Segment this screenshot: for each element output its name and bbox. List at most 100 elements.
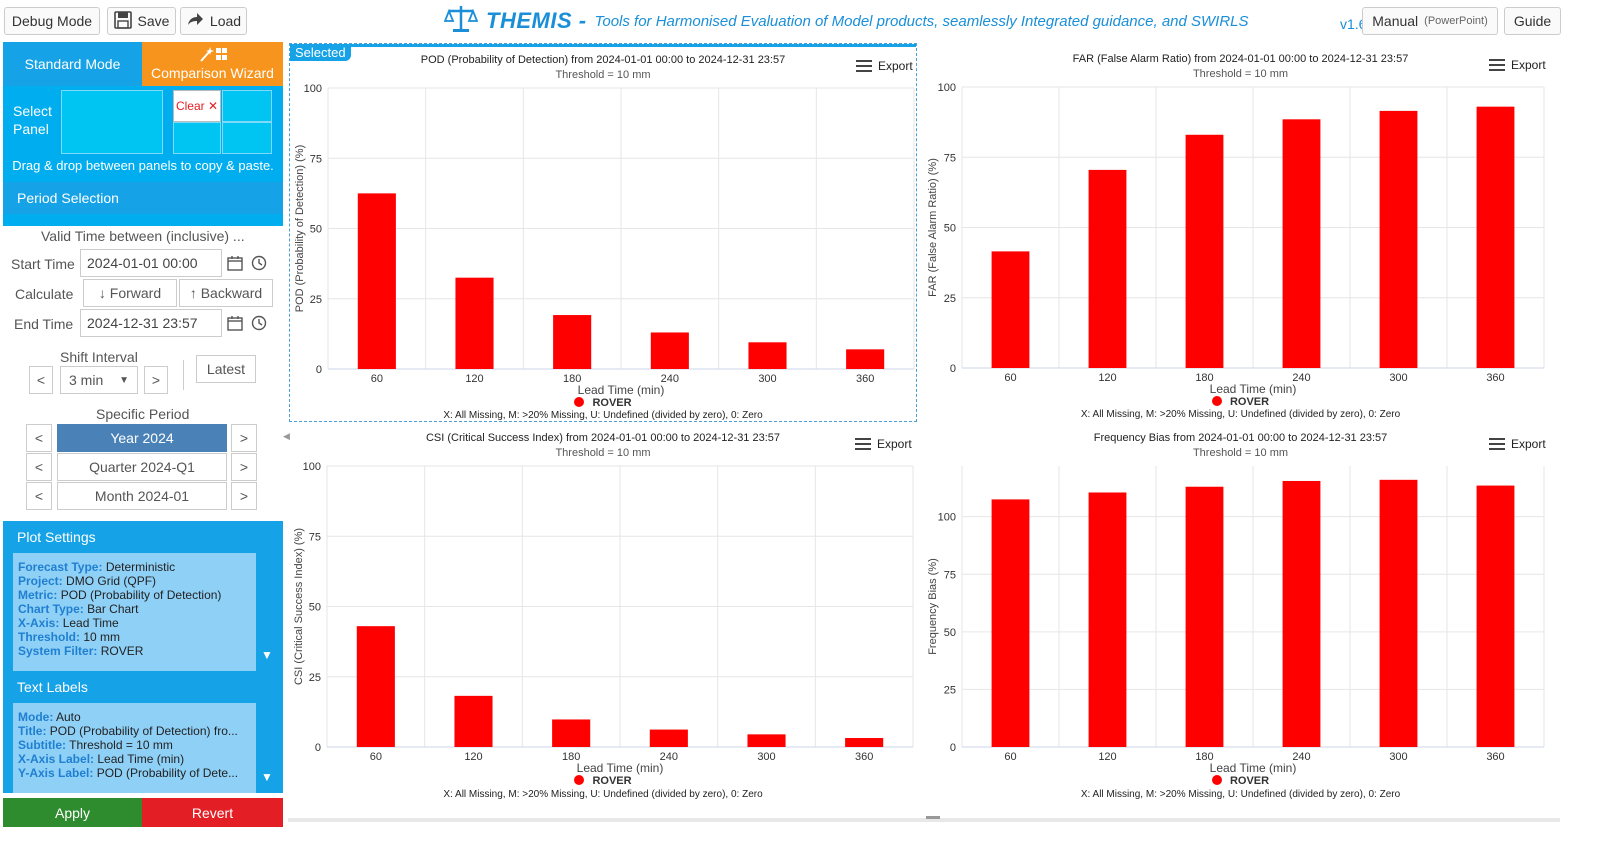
selected-badge: Selected xyxy=(290,44,351,61)
start-clock-icon[interactable] xyxy=(248,252,270,274)
load-button[interactable]: Load xyxy=(180,7,247,35)
text-labels-header[interactable]: Text Labels xyxy=(17,679,88,695)
start-calendar-icon[interactable] xyxy=(224,252,246,274)
splitter-handle-icon[interactable] xyxy=(926,816,940,819)
revert-button[interactable]: Revert xyxy=(142,798,283,827)
bar xyxy=(650,332,689,369)
chart-panel-far[interactable]: FAR (False Alarm Ratio) from 2024-01-01 … xyxy=(923,43,1558,422)
load-icon xyxy=(186,11,204,32)
plot-setting-row: Threshold: 10 mm xyxy=(18,630,121,644)
year-button[interactable]: Year 2024 xyxy=(57,424,227,452)
comparison-wizard-tab[interactable]: Comparison Wizard xyxy=(142,42,283,86)
plot-setting-row: Forecast Type: Deterministic xyxy=(18,560,176,574)
chart-footnote: X: All Missing, M: >20% Missing, U: Unde… xyxy=(443,410,763,421)
y-tick-label: 50 xyxy=(310,224,322,236)
chart-plot-area: 0 25 50 75 100 60 120 180 240 300 360 Lead Time (mi… xyxy=(927,82,1545,396)
save-button[interactable]: Save xyxy=(107,7,176,35)
text-label-row: Subtitle: Threshold = 10 mm xyxy=(18,738,173,752)
y-tick-label: 50 xyxy=(309,602,321,614)
quarter-next-button[interactable]: > xyxy=(231,453,257,481)
chart-panel-frequency-bias[interactable]: Frequency Bias from 2024-01-01 00:00 to … xyxy=(923,425,1558,815)
bar xyxy=(1088,492,1127,747)
bar xyxy=(1185,134,1224,368)
apply-button[interactable]: Apply xyxy=(3,798,142,827)
quarter-prev-button[interactable]: < xyxy=(26,453,52,481)
month-prev-button[interactable]: < xyxy=(26,482,52,510)
chart-footnote: X: All Missing, M: >20% Missing, U: Unde… xyxy=(1080,789,1401,800)
panel-slot-bottom-left[interactable] xyxy=(173,122,221,154)
export-menu-button[interactable]: Export xyxy=(856,59,913,73)
shift-interval-select[interactable]: 3 min ▼ xyxy=(60,366,138,394)
export-menu-button[interactable]: Export xyxy=(1489,437,1546,451)
horizontal-splitter[interactable] xyxy=(288,818,1560,822)
start-time-label: Start Time xyxy=(11,256,75,272)
x-tick-label: 180 xyxy=(1195,372,1213,384)
end-clock-icon[interactable] xyxy=(248,312,270,334)
legend-series-name: ROVER xyxy=(592,397,632,409)
text-labels-expand-icon[interactable]: ▼ xyxy=(261,770,273,784)
chart-legend[interactable]: ROVER xyxy=(923,775,1558,787)
drag-drop-hint: Drag & drop between panels to copy & pas… xyxy=(12,158,274,173)
x-tick-label: 360 xyxy=(1486,372,1504,384)
chart-legend[interactable]: ROVER xyxy=(289,775,917,787)
shift-next-button[interactable]: > xyxy=(144,366,168,394)
standard-mode-label: Standard Mode xyxy=(24,56,121,72)
standard-mode-tab[interactable]: Standard Mode xyxy=(3,42,142,86)
y-tick-label: 100 xyxy=(303,461,321,473)
chart-legend[interactable]: ROVER xyxy=(290,397,916,409)
end-calendar-icon[interactable] xyxy=(224,312,246,334)
panel-slot-top-left[interactable] xyxy=(61,90,163,154)
manual-button[interactable]: Manual (PowerPoint) xyxy=(1362,7,1498,35)
bar xyxy=(1379,479,1418,747)
shift-prev-button[interactable]: < xyxy=(29,366,53,394)
chart-panel-pod[interactable]: Selected POD (Probability of Detection) … xyxy=(289,43,917,422)
guide-button[interactable]: Guide xyxy=(1504,7,1561,35)
y-axis-label: FAR (False Alarm Ratio) (%) xyxy=(927,158,939,297)
y-tick-label: 75 xyxy=(310,153,322,165)
month-next-button[interactable]: > xyxy=(231,482,257,510)
latest-button[interactable]: Latest xyxy=(196,355,256,383)
text-labels-box[interactable]: Mode: Auto Title: POD (Probability of De… xyxy=(13,703,256,793)
bar xyxy=(846,349,885,369)
bar xyxy=(1088,169,1127,368)
guide-label: Guide xyxy=(1513,13,1552,29)
plot-settings-expand-icon[interactable]: ▼ xyxy=(261,648,273,662)
forward-button[interactable]: ↓ Forward xyxy=(83,279,177,307)
plot-settings-box[interactable]: Forecast Type: Deterministic Project: DM… xyxy=(13,553,256,671)
x-tick-label: 60 xyxy=(371,373,383,385)
end-time-input[interactable]: 2024-12-31 23:57 xyxy=(80,309,222,337)
bar xyxy=(845,738,884,747)
debug-mode-button[interactable]: Debug Mode xyxy=(4,7,100,35)
x-tick-label: 120 xyxy=(464,751,482,763)
start-time-input[interactable]: 2024-01-01 00:00 xyxy=(80,249,222,277)
export-label: Export xyxy=(877,437,912,451)
plot-setting-row: Project: DMO Grid (QPF) xyxy=(18,574,157,588)
chart-panel-csi[interactable]: CSI (Critical Success Index) from 2024-0… xyxy=(289,425,917,815)
plot-settings-header[interactable]: Plot Settings xyxy=(17,529,96,545)
panel-slot-top-right[interactable] xyxy=(222,90,272,122)
top-toolbar: Debug Mode Save Load THEMIS - Tools for … xyxy=(0,0,1609,42)
select-panel-label: Select Panel xyxy=(13,103,52,137)
panel-slot-bottom-right[interactable] xyxy=(222,122,272,154)
export-menu-button[interactable]: Export xyxy=(1489,58,1546,72)
year-next-button[interactable]: > xyxy=(231,424,257,452)
x-tick-label: 300 xyxy=(758,373,776,385)
bar xyxy=(455,277,494,369)
clear-button[interactable]: Clear ✕ xyxy=(173,90,221,122)
legend-marker xyxy=(1211,396,1222,406)
app-name: THEMIS - xyxy=(486,8,587,33)
y-tick-label: 75 xyxy=(309,531,321,543)
magic-wand-icon xyxy=(198,46,228,65)
export-menu-button[interactable]: Export xyxy=(855,437,912,451)
backward-button[interactable]: ↑ Backward xyxy=(179,279,273,307)
month-button[interactable]: Month 2024-01 xyxy=(57,482,227,510)
x-axis-label: Lead Time (min) xyxy=(578,383,665,397)
text-label-row: X-Axis Label: Lead Time (min) xyxy=(18,752,185,766)
quarter-button[interactable]: Quarter 2024-Q1 xyxy=(57,453,227,481)
x-tick-label: 60 xyxy=(1004,372,1016,384)
year-prev-button[interactable]: < xyxy=(26,424,52,452)
period-selection-header[interactable]: Period Selection xyxy=(3,182,283,214)
collapse-sidebar-icon[interactable]: ◀ xyxy=(283,431,290,441)
x-tick-label: 120 xyxy=(1098,751,1116,763)
chart-legend[interactable]: ROVER xyxy=(923,396,1558,408)
